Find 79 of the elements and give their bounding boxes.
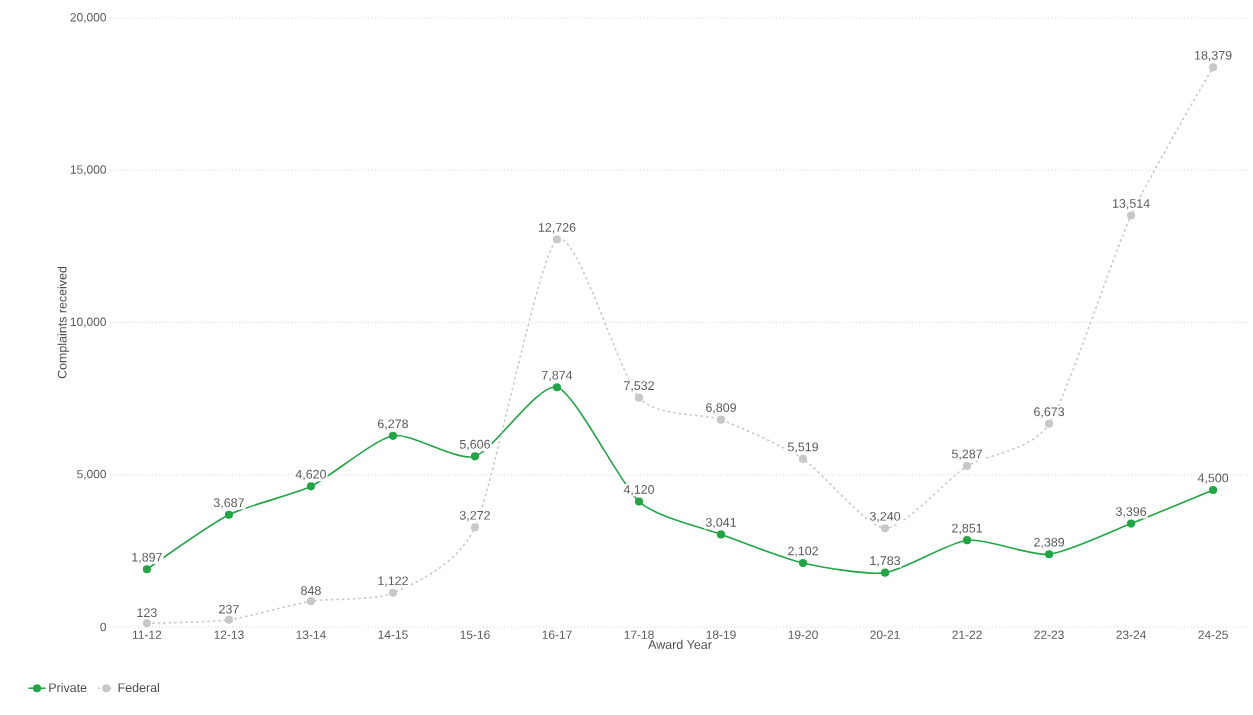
legend-label: Federal — [118, 682, 159, 693]
x-tick-label: 11-12 — [132, 630, 162, 639]
data-label: 2,851 — [952, 523, 983, 535]
data-label: 6,673 — [1034, 407, 1065, 418]
data-label: 6,278 — [377, 419, 408, 430]
data-label: 12,726 — [538, 223, 576, 234]
x-tick-label: 20-21 — [870, 630, 900, 639]
data-label: 13,514 — [1112, 199, 1150, 210]
data-label: 5,519 — [787, 442, 819, 453]
x-tick-label: 14-15 — [378, 630, 408, 639]
data-label: 848 — [301, 586, 321, 596]
data-label: 7,532 — [624, 381, 654, 392]
point — [306, 597, 316, 606]
point — [962, 536, 972, 545]
point — [142, 565, 151, 574]
point — [552, 235, 562, 244]
point — [1127, 211, 1136, 220]
data-label: 3,240 — [869, 511, 901, 523]
x-tick-label: 21-22 — [952, 630, 982, 639]
point — [224, 615, 234, 624]
x-tick-label: 19-20 — [788, 630, 818, 639]
x-tick-label: 17-18 — [624, 630, 654, 639]
y-axis-title: Complaints received — [57, 266, 70, 379]
point — [1044, 550, 1054, 559]
point — [470, 523, 480, 532]
point — [716, 530, 726, 539]
x-axis-title: Award Year — [648, 639, 712, 649]
data-label: 3,041 — [705, 517, 736, 529]
data-label: 2,102 — [788, 546, 818, 557]
point — [798, 454, 808, 464]
y-tick-label: 10,000 — [70, 317, 107, 328]
data-label: 3,687 — [213, 498, 244, 509]
data-label: 4,620 — [295, 469, 327, 481]
data-label: 18,379 — [1195, 50, 1232, 62]
x-tick-label: 13-14 — [296, 630, 326, 639]
data-label: 3,396 — [1115, 507, 1147, 518]
point — [224, 510, 234, 519]
x-tick-label: 23-24 — [1116, 630, 1147, 639]
data-label: 1,783 — [870, 556, 901, 567]
data-label: 4,500 — [1197, 473, 1229, 484]
point — [470, 452, 480, 461]
point — [388, 431, 398, 440]
point — [388, 588, 398, 597]
data-label: 3,272 — [459, 510, 490, 522]
point — [1044, 419, 1054, 428]
x-tick-label: 18-19 — [706, 630, 736, 639]
data-label: 7,874 — [542, 370, 573, 382]
point — [880, 524, 890, 533]
point — [634, 393, 644, 402]
x-tick-label: 16-17 — [542, 630, 572, 639]
x-tick-label: 15-16 — [460, 630, 490, 639]
data-label: 5,606 — [459, 439, 490, 451]
y-tick-label: 5,000 — [77, 469, 107, 480]
data-label: 1,897 — [132, 552, 162, 564]
data-label: 2,389 — [1034, 537, 1065, 549]
y-tick-label: 20,000 — [70, 13, 107, 23]
point — [552, 383, 562, 392]
data-label: 5,287 — [951, 449, 982, 460]
x-tick-label: 12-13 — [214, 630, 244, 639]
point — [880, 568, 890, 577]
point — [1209, 485, 1218, 495]
point — [1209, 63, 1218, 72]
data-label: 1,122 — [378, 576, 408, 587]
y-tick-label: 0 — [100, 622, 107, 632]
data-label: 4,120 — [623, 485, 655, 496]
point — [1127, 519, 1136, 528]
data-label: 123 — [137, 608, 157, 618]
data-label: 6,809 — [706, 403, 736, 414]
legend-label: Private — [49, 682, 87, 693]
point — [634, 497, 644, 506]
y-tick-label: 15,000 — [70, 165, 107, 176]
point — [798, 558, 808, 568]
point — [306, 482, 316, 491]
data-label: 237 — [219, 604, 239, 614]
x-tick-label: 22-23 — [1034, 630, 1064, 639]
x-tick-label: 24-25 — [1198, 630, 1228, 639]
point — [716, 415, 726, 424]
point — [142, 619, 151, 628]
point — [962, 461, 972, 471]
